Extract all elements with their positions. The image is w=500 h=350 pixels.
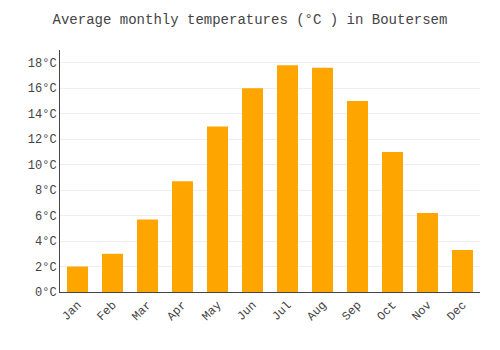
svg-text:Aug: Aug [304,299,329,324]
svg-text:Oct: Oct [374,299,399,324]
svg-text:6°C: 6°C [35,210,57,224]
svg-text:Average monthly temperatures (: Average monthly temperatures (°C ) in Bo… [53,12,448,28]
svg-text:4°C: 4°C [35,235,57,249]
svg-text:Jul: Jul [269,299,294,324]
svg-text:10°C: 10°C [28,159,57,173]
svg-text:May: May [199,299,224,324]
svg-text:Jan: Jan [59,299,84,324]
svg-text:Feb: Feb [94,299,119,324]
svg-text:14°C: 14°C [28,108,57,122]
svg-text:12°C: 12°C [28,133,57,147]
svg-text:0°C: 0°C [35,286,57,300]
svg-text:Apr: Apr [164,299,189,324]
svg-text:Dec: Dec [444,299,469,324]
svg-text:Jun: Jun [234,299,259,324]
svg-text:Mar: Mar [129,299,154,324]
svg-text:16°C: 16°C [28,82,57,96]
svg-text:2°C: 2°C [35,261,57,275]
svg-text:18°C: 18°C [28,57,57,71]
svg-text:Nov: Nov [409,299,434,324]
svg-text:8°C: 8°C [35,184,57,198]
svg-text:Sep: Sep [339,299,364,324]
